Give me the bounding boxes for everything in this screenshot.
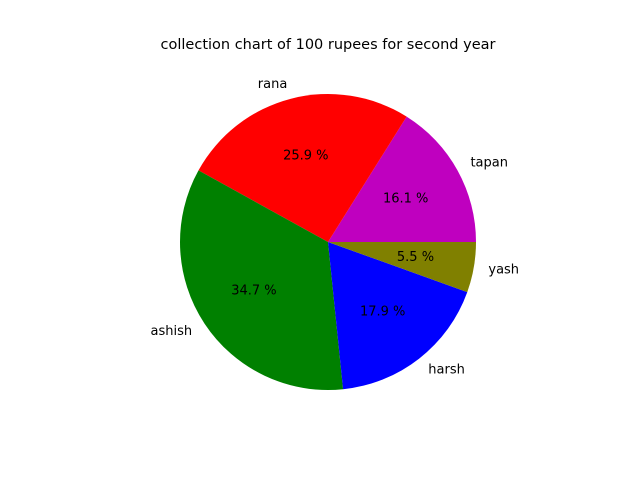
pie-label-yash: yash bbox=[488, 262, 519, 277]
pie-percent-rana: 25.9 % bbox=[283, 149, 328, 164]
pie-slice-harsh bbox=[328, 242, 468, 390]
pie-percent-harsh: 17.9 % bbox=[360, 304, 405, 319]
pie-label-rana: rana bbox=[258, 77, 288, 92]
pie-label-ashish: ashish bbox=[151, 324, 193, 339]
pie-label-tapan: tapan bbox=[470, 156, 508, 171]
pie-slice-tapan bbox=[328, 116, 476, 242]
pie-labels: 16.1 % tapan 25.9 % rana 34.7 % ashish 17.9 % h… bbox=[151, 77, 520, 378]
chart-title: collection chart of 100 rupees for secon… bbox=[161, 37, 496, 53]
pie-slice-yash bbox=[328, 242, 476, 293]
pie-percent-ashish: 34.7 % bbox=[231, 283, 276, 298]
pie-label-harsh: harsh bbox=[428, 363, 465, 378]
pie-slice-rana bbox=[198, 94, 407, 242]
pie-slice-ashish bbox=[180, 170, 344, 390]
pie-percent-tapan: 16.1 % bbox=[383, 192, 428, 207]
pie-slices bbox=[180, 94, 476, 390]
pie-percent-yash: 5.5 % bbox=[397, 250, 434, 265]
